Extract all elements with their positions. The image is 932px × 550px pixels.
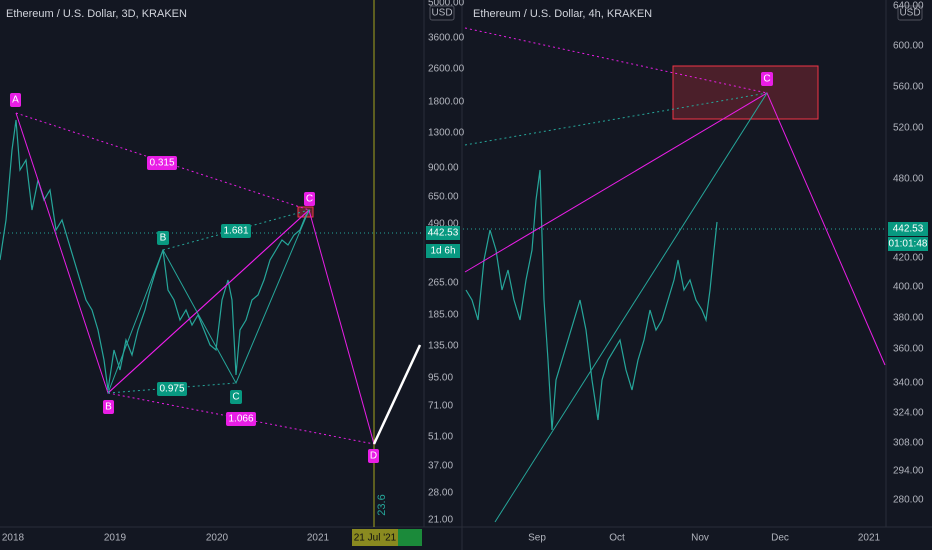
label-bg — [157, 231, 169, 245]
currency-box — [429, 5, 455, 21]
price-tag-bg — [888, 222, 928, 236]
ratio-bg — [226, 412, 256, 426]
price-label: 37.00 — [428, 461, 453, 472]
pattern-label: D — [370, 451, 377, 462]
time-label: 2018 — [2, 533, 25, 544]
price-tag-bg — [426, 226, 460, 240]
ratio-bg — [221, 224, 251, 238]
label-bg — [368, 449, 379, 463]
label-bg — [304, 192, 315, 206]
target-box — [297, 206, 314, 218]
time-label: 2021 — [307, 533, 330, 544]
price-path — [0, 119, 311, 391]
left-chart: A B C D B C 0.315 1.681 0.975 1.066 23.6… — [0, 0, 465, 546]
ratio-line — [464, 27, 768, 94]
price-label: 5000.00 — [428, 0, 465, 9]
currency: USD — [431, 8, 452, 19]
price-label: 21.00 — [428, 515, 453, 526]
price-label: 294.00 — [893, 466, 924, 477]
projection-line — [372, 344, 422, 445]
ratio-line — [464, 92, 768, 146]
price-tag: 442.53 — [893, 224, 924, 235]
price-path — [465, 169, 718, 431]
chart-title: Ethereum / U.S. Dollar, 3D, KRAKEN — [6, 8, 187, 20]
date-tag-bg — [398, 529, 422, 546]
abcd-line — [494, 92, 768, 523]
price-label: 340.00 — [893, 378, 924, 389]
price-label: 324.00 — [893, 408, 924, 419]
price-label: 650.00 — [428, 192, 459, 203]
price-label: 135.00 — [428, 341, 459, 352]
price-label: 280.00 — [893, 495, 924, 506]
price-label: 71.00 — [428, 401, 453, 412]
ratio-label: 0.315 — [149, 158, 174, 169]
price-axis: 5000.00 3600.00 2600.00 1800.00 1300.00 900.0… — [428, 0, 465, 526]
ratio-label: 1.066 — [228, 414, 253, 425]
time-label: 2020 — [206, 533, 229, 544]
time-label: Sep — [528, 533, 546, 544]
time-label: 2021 — [858, 533, 881, 544]
pattern-line — [107, 209, 310, 394]
ratio-line — [15, 112, 310, 211]
time-label: Nov — [691, 533, 709, 544]
fib-label: 23.6 — [376, 494, 388, 515]
price-label: 1300.00 — [428, 128, 465, 139]
pattern-label: C — [232, 392, 239, 403]
price-label: 490.00 — [428, 219, 459, 230]
countdown-bg — [426, 244, 460, 258]
time-label: Oct — [609, 533, 625, 544]
price-label: 51.00 — [428, 432, 453, 443]
price-label: 3600.00 — [428, 33, 465, 44]
time-label: 2019 — [104, 533, 127, 544]
countdown: 1d 6h — [430, 246, 455, 257]
countdown-bg — [888, 237, 928, 251]
pattern-label: A — [12, 95, 19, 106]
price-label: 380.00 — [893, 313, 924, 324]
pattern-label: C — [306, 194, 313, 205]
price-tag: 442.53 — [428, 228, 459, 239]
currency-box — [897, 5, 923, 21]
ratio-line — [107, 382, 237, 394]
price-label: 900.00 — [428, 163, 459, 174]
chart-title: Ethereum / U.S. Dollar, 4h, KRAKEN — [473, 8, 652, 20]
pattern-label: B — [160, 233, 167, 244]
price-label: 520.00 — [893, 123, 924, 134]
currency: USD — [899, 8, 920, 19]
price-label: 28.00 — [428, 488, 453, 499]
pattern-label: C — [763, 74, 770, 85]
price-label: 640.00 — [893, 1, 924, 12]
price-label: 265.00 — [428, 278, 459, 289]
label-bg — [103, 400, 114, 414]
label-bg — [761, 72, 773, 86]
label-bg — [230, 390, 242, 404]
price-label: 600.00 — [893, 41, 924, 52]
price-label: 560.00 — [893, 82, 924, 93]
price-axis: 640.00 600.00 560.00 520.00 480.00 420.00 400.… — [893, 1, 924, 506]
price-label: 308.00 — [893, 438, 924, 449]
ratio-bg — [147, 156, 177, 170]
price-label: 2600.00 — [428, 64, 465, 75]
price-label: 480.00 — [893, 174, 924, 185]
date-tag: 21 Jul '21 — [354, 533, 397, 544]
right-chart: C Ethereum / U.S. Dollar, 4h, KRAKEN USD… — [463, 1, 928, 544]
price-label: 400.00 — [893, 282, 924, 293]
price-label: 420.00 — [893, 253, 924, 264]
price-label: 185.00 — [428, 310, 459, 321]
price-label: 360.00 — [893, 344, 924, 355]
date-tag-bg — [352, 529, 398, 546]
abcd-line — [107, 209, 310, 394]
ratio-label: 1.681 — [223, 226, 248, 237]
countdown: 01:01:48 — [889, 239, 928, 250]
price-label: 1800.00 — [428, 97, 465, 108]
ratio-bg — [157, 382, 187, 396]
ratio-label: 0.975 — [159, 384, 184, 395]
target-box — [672, 65, 819, 120]
label-bg — [10, 93, 21, 107]
time-label: Dec — [771, 533, 789, 544]
pattern-label: B — [105, 402, 112, 413]
price-label: 95.00 — [428, 373, 453, 384]
